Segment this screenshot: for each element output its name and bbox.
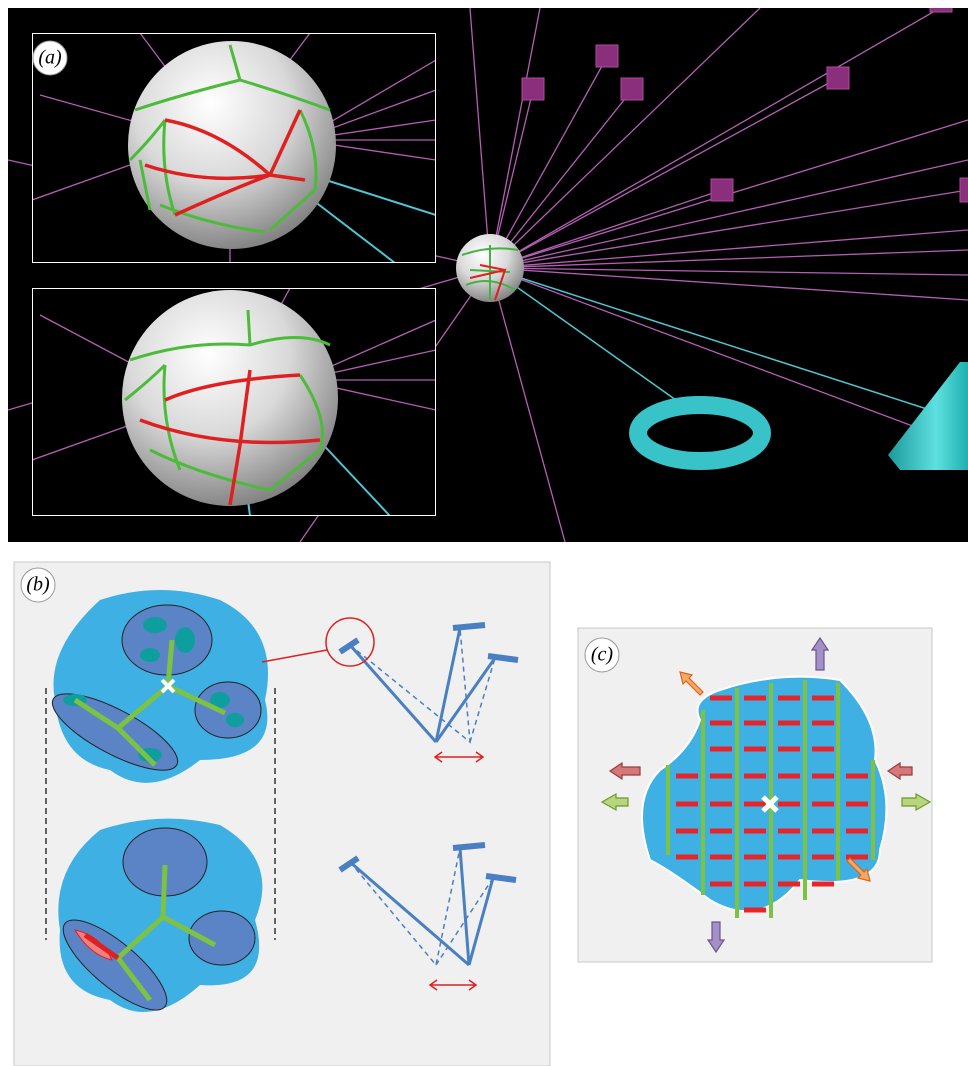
blob-top-g-ellipse [140, 648, 160, 662]
arm-top [338, 622, 519, 744]
rays-line [489, 189, 968, 269]
arrows-path [846, 857, 871, 882]
blob-top-g-ellipse [226, 713, 244, 727]
arrows-path [608, 761, 641, 781]
panel-c [577, 627, 933, 963]
inset-1-path [128, 44, 331, 234]
rays-line [489, 267, 951, 441]
blob-top-g-ellipse [143, 617, 167, 633]
rays-line [489, 8, 941, 269]
arm-bottom-line [452, 842, 486, 851]
arm-bottom-line [349, 860, 470, 967]
target-rays [489, 267, 931, 411]
rays-line [489, 77, 839, 269]
arm-top-line [434, 627, 462, 743]
inset-2 [32, 288, 436, 516]
blob-top-g [63, 617, 244, 762]
blob-bottom-path [116, 864, 217, 1002]
arm-bottom-line [485, 873, 517, 883]
rays-line [489, 189, 723, 269]
blob-top-g-ellipse [210, 692, 230, 708]
panel-a [8, 8, 968, 542]
label-badge [20, 567, 56, 603]
cubes [521, 8, 968, 203]
rows [676, 695, 870, 913]
cubes-rect [959, 177, 968, 203]
rays-line [469, 8, 491, 269]
arrows-path [600, 792, 629, 812]
arm-bottom [338, 842, 517, 967]
arrows [600, 636, 932, 954]
arrows-path [679, 671, 704, 696]
arm-top-line [487, 653, 519, 663]
panel-label: (c) [591, 644, 614, 666]
inset-2-path [124, 309, 331, 492]
inset-1-path [144, 109, 306, 217]
arm-bottom-line [338, 855, 360, 873]
blob-top-path [73, 639, 227, 767]
target-rays-line [489, 267, 691, 411]
blob-bottom-line [83, 932, 120, 961]
cubes-rect [595, 44, 619, 68]
arm-top-path [349, 627, 496, 744]
arm-top-line [434, 657, 497, 743]
panel-label: (a) [38, 47, 62, 69]
arrows-path [886, 761, 913, 781]
rays-line [489, 8, 541, 269]
torus [629, 396, 771, 470]
rays-line [489, 159, 968, 269]
label-badge [32, 40, 68, 76]
cubes-rect [826, 66, 850, 90]
rays-line [489, 267, 968, 301]
cubes-rect [620, 77, 644, 101]
arrows-path [706, 921, 726, 954]
panel-b-path [428, 979, 478, 991]
cone [888, 362, 968, 470]
blob-top-ellipse [121, 604, 213, 676]
rays-line [489, 267, 566, 542]
rays-line [489, 56, 608, 269]
rays-line [489, 249, 968, 269]
small-sphere-path [469, 264, 507, 301]
arm-top-line [452, 622, 486, 631]
panel-label: (b) [26, 574, 50, 596]
blob-top-path [160, 678, 176, 694]
inset-2-circle [122, 290, 338, 506]
rays-line [489, 89, 633, 269]
target-rays-line [489, 267, 931, 411]
cubes-rect [521, 77, 545, 101]
inset-1-g-line [309, 174, 436, 216]
inset-1 [32, 33, 436, 263]
panel-b-line [261, 649, 328, 663]
cubes-rect [710, 178, 734, 202]
arm-top-line [338, 637, 360, 655]
small-sphere [456, 234, 524, 302]
dashed-guides [45, 688, 276, 940]
arm-bottom-path [349, 847, 494, 967]
blob-bottom [58, 818, 263, 1012]
arrows-path [901, 792, 932, 812]
panel-b [13, 561, 551, 1066]
panel-b-path [433, 751, 485, 763]
panel-b-circle [325, 617, 375, 667]
panel-c-path [761, 795, 779, 813]
blob-bottom-ellipse [188, 910, 256, 966]
blob-top [51, 590, 268, 783]
cubes-rect [929, 8, 953, 13]
rays-line [489, 8, 761, 269]
inset-2-path [139, 369, 321, 506]
label-badge [584, 637, 620, 673]
rays-line [489, 229, 968, 269]
arm-bottom-line [458, 847, 471, 966]
rays-line [489, 267, 968, 276]
blob-top-ellipse [194, 681, 262, 739]
small-sphere-path [461, 245, 519, 300]
arrows-path [810, 636, 830, 671]
blob-top-g-ellipse [175, 627, 195, 653]
arm-bottom-line [467, 877, 495, 966]
